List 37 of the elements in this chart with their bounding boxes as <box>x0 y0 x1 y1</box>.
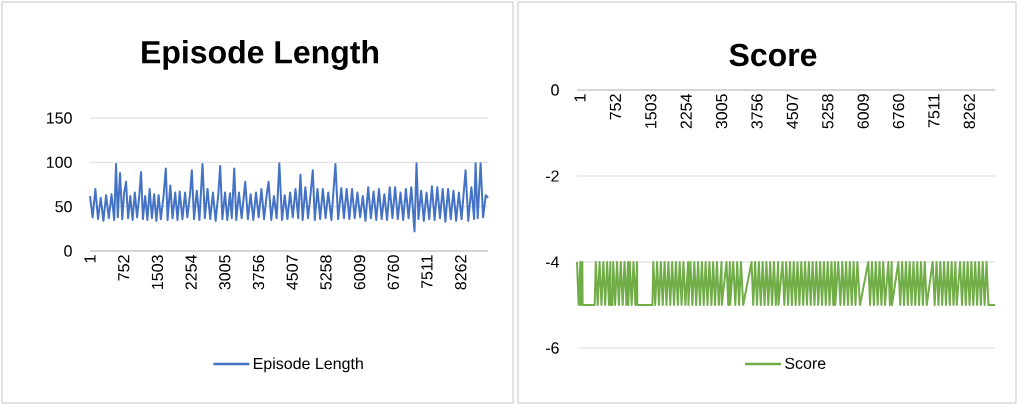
x-tick-label: 8262 <box>963 94 976 129</box>
y-tick-label: 0 <box>551 84 559 96</box>
legend-label: Episode Length <box>253 357 363 373</box>
legend-label: Score <box>785 357 826 369</box>
x-tick-label: 1503 <box>645 94 657 128</box>
x-tick-label: 3756 <box>751 94 763 129</box>
x-tick-label: 6760 <box>387 255 399 290</box>
chart-title: Score <box>729 43 817 67</box>
chart-title: Episode Length <box>142 40 379 70</box>
x-tick-label: 4507 <box>286 255 298 290</box>
x-tick-label: 752 <box>118 255 130 281</box>
x-tick-label: 3005 <box>219 255 231 290</box>
x-tick-label: 6009 <box>857 94 869 129</box>
x-tick-label: 7511 <box>421 255 433 289</box>
y-tick-label: -2 <box>545 170 559 182</box>
x-tick-label: 5258 <box>320 255 332 290</box>
y-tick-label: -4 <box>545 256 559 268</box>
y-tick-label: 150 <box>47 112 72 124</box>
y-tick-label: 50 <box>55 201 72 213</box>
x-tick-label: 8262 <box>455 255 467 290</box>
x-tick-label: 4507 <box>786 94 799 129</box>
x-tick-label: 6009 <box>353 255 366 290</box>
x-tick-label: 1 <box>84 255 96 263</box>
line-series <box>89 162 490 233</box>
x-tick-label: 3005 <box>715 94 728 129</box>
y-tick-label: -6 <box>545 342 559 354</box>
x-tick-label: 1503 <box>151 255 164 289</box>
y-tick-label: 0 <box>64 245 72 257</box>
y-tick-label: 100 <box>47 156 72 168</box>
x-tick-label: 7511 <box>928 94 940 128</box>
x-tick-label: 2254 <box>680 94 692 129</box>
x-tick-label: 752 <box>609 94 622 120</box>
x-tick-label: 1 <box>574 94 586 102</box>
x-tick-label: 2254 <box>185 255 197 290</box>
x-tick-label: 3756 <box>252 255 265 290</box>
x-tick-label: 6760 <box>892 94 905 129</box>
x-tick-label: 5258 <box>822 94 834 129</box>
